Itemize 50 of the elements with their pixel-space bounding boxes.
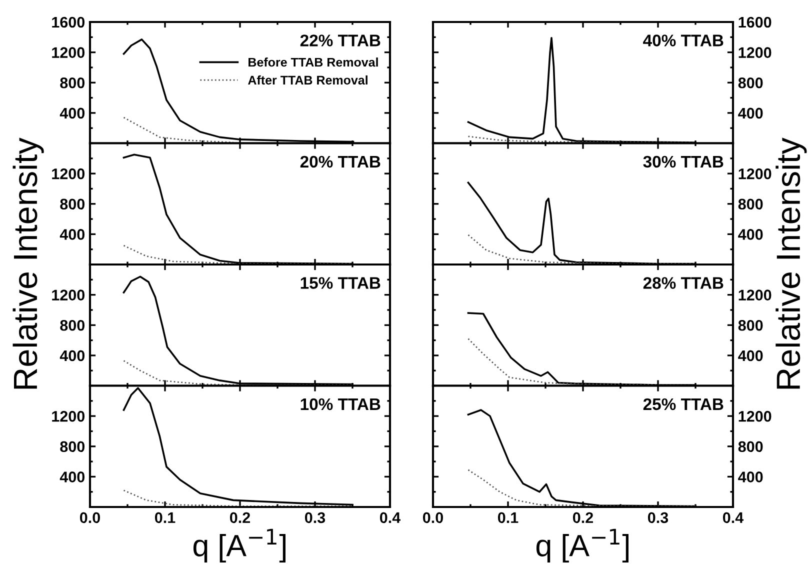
text: 28% TTAB bbox=[643, 277, 724, 289]
y-tick-label: 800 bbox=[60, 77, 85, 88]
text: 10% TTAB bbox=[300, 398, 380, 410]
y-tick-label: 800 bbox=[738, 77, 763, 88]
y-tick-label: 400 bbox=[60, 350, 85, 362]
x-tick-label: 0.4 bbox=[380, 512, 401, 524]
y-tick-label: 1600 bbox=[738, 16, 772, 28]
x-axis-title: q [A$^{−1}$] bbox=[536, 528, 628, 563]
y-tick-label: 400 bbox=[738, 229, 763, 240]
x-tick-label: 0.0 bbox=[422, 512, 443, 524]
y-tick-label: 1200 bbox=[738, 168, 772, 180]
y-tick-label: 400 bbox=[738, 108, 763, 119]
x-tick-label: 0.1 bbox=[154, 512, 176, 524]
y-tick-label: 1200 bbox=[52, 290, 85, 300]
y-tick-label: 400 bbox=[60, 472, 85, 482]
y-axis-title: Relative Intensity bbox=[12, 138, 44, 389]
y-tick-label: 1200 bbox=[52, 47, 85, 58]
y-tick-label: 800 bbox=[738, 320, 763, 331]
text: 30% TTAB bbox=[643, 156, 724, 168]
x-tick-label: 0.3 bbox=[304, 512, 326, 524]
y-tick-label: 800 bbox=[60, 320, 85, 331]
y-tick-label: 400 bbox=[738, 472, 763, 482]
x-tick-label: 0.2 bbox=[572, 512, 594, 524]
x-tick-label: 0.2 bbox=[230, 512, 250, 524]
x-tick-label: 0.3 bbox=[648, 512, 668, 524]
text: 22% TTAB bbox=[300, 34, 380, 46]
y-tick-label: 400 bbox=[60, 108, 85, 119]
y-tick-label: 1600 bbox=[52, 16, 85, 28]
text: 40% TTAB bbox=[643, 34, 724, 46]
text: 25% TTAB bbox=[643, 398, 724, 410]
legend-label: After TTAB Removal bbox=[248, 75, 368, 85]
x-tick-label: 0.4 bbox=[722, 512, 744, 524]
y-axis-title: Relative Intensity bbox=[776, 138, 807, 389]
y-tick-label: 400 bbox=[60, 229, 85, 240]
y-tick-label: 1200 bbox=[738, 47, 772, 58]
x-axis-title: q [A$^{−1}$] bbox=[193, 528, 286, 563]
y-tick-label: 800 bbox=[60, 198, 85, 210]
x-tick-label: 0.0 bbox=[80, 512, 100, 524]
y-tick-label: 400 bbox=[738, 350, 763, 362]
y-tick-label: 800 bbox=[60, 441, 85, 452]
y-tick-label: 1200 bbox=[52, 410, 85, 422]
x-tick-label: 0.1 bbox=[498, 512, 518, 524]
y-tick-label: 1200 bbox=[738, 290, 772, 300]
legend-label: Before TTAB Removal bbox=[248, 58, 378, 67]
text: 15% TTAB bbox=[300, 277, 380, 289]
text: 20% TTAB bbox=[300, 156, 380, 168]
y-tick-label: 800 bbox=[738, 441, 763, 452]
y-tick-label: 800 bbox=[738, 198, 763, 210]
y-tick-label: 1200 bbox=[738, 410, 772, 422]
y-tick-label: 1200 bbox=[52, 168, 85, 180]
